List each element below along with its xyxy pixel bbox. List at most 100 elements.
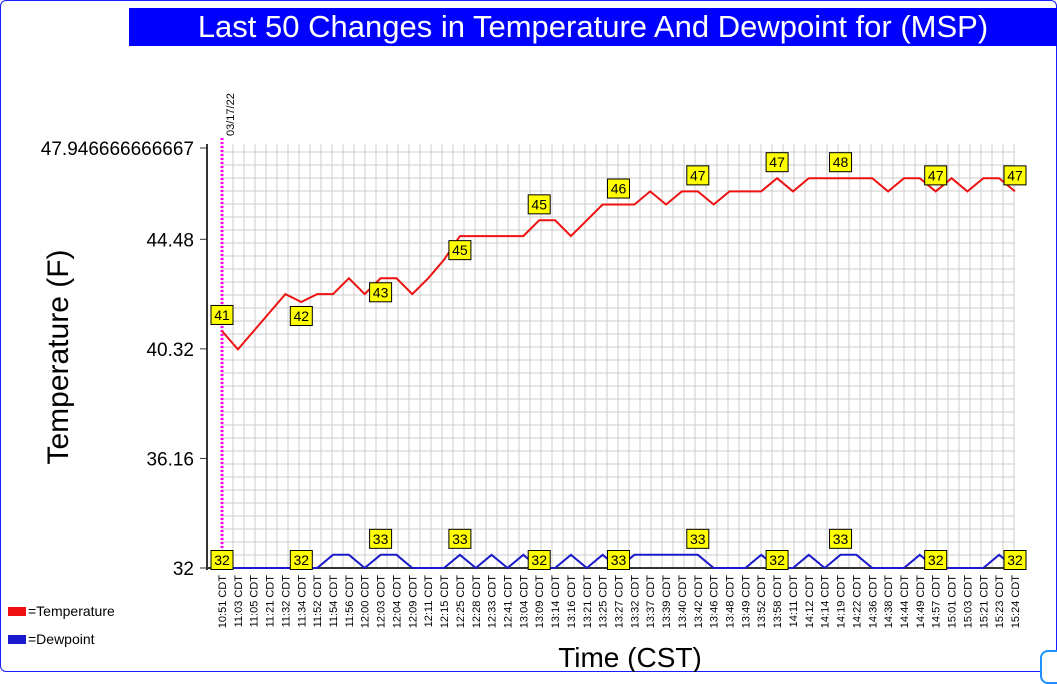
x-tick-label: 15:01 CDT bbox=[947, 575, 959, 628]
data-label-box bbox=[1003, 165, 1027, 186]
data-label-box bbox=[829, 152, 853, 173]
x-tick-label: 11:54 CDT bbox=[328, 575, 340, 628]
x-tick-label: 12:03 CDT bbox=[376, 575, 388, 628]
x-tick-label: 11:34 CDT bbox=[296, 575, 308, 628]
x-tick-label: 13:46 CDT bbox=[709, 575, 721, 628]
data-label: 43 bbox=[373, 284, 389, 300]
data-label-box bbox=[448, 240, 472, 261]
corner-widget[interactable] bbox=[1040, 650, 1057, 684]
data-label-box bbox=[765, 550, 789, 570]
data-label-box bbox=[924, 550, 948, 570]
axes bbox=[206, 144, 1015, 570]
x-tick-label: 14:57 CDT bbox=[931, 575, 943, 628]
x-tick-label: 11:21 CDT bbox=[265, 575, 277, 628]
data-label: 45 bbox=[452, 242, 468, 258]
legend-dewpoint: =Dewpoint bbox=[8, 631, 95, 647]
data-label-box bbox=[765, 152, 789, 173]
x-tick-label: 12:11 CDT bbox=[423, 575, 435, 628]
x-tick-label: 14:11 CDT bbox=[788, 575, 800, 628]
x-tick-label: 13:32 CDT bbox=[629, 575, 641, 628]
data-label-box bbox=[210, 550, 234, 570]
x-tick-label: 11:52 CDT bbox=[312, 575, 324, 628]
x-tick-label: 14:44 CDT bbox=[899, 575, 911, 628]
series-line-temperature bbox=[221, 176, 1016, 351]
x-tick-label: 12:15 CDT bbox=[439, 575, 451, 628]
x-tick-label: 12:04 CDT bbox=[391, 575, 403, 628]
data-label-box bbox=[607, 550, 630, 570]
y-tick-label: 32 bbox=[173, 559, 194, 580]
x-tick-label: 13:04 CDT bbox=[518, 575, 530, 628]
legend-temperature: =Temperature bbox=[8, 603, 115, 619]
data-label: 33 bbox=[690, 531, 706, 547]
data-label: 33 bbox=[373, 531, 389, 547]
legend-label-temperature: =Temperature bbox=[28, 603, 115, 619]
data-label: 32 bbox=[531, 552, 547, 568]
x-tick-label: 13:21 CDT bbox=[582, 575, 594, 628]
x-tick-label: 13:09 CDT bbox=[534, 575, 546, 628]
data-labels: 41 42 43 45 45 46 47 47 48 47 47 32 32 33 33 32 33 33 32 33… bbox=[210, 152, 1027, 570]
data-label: 33 bbox=[833, 531, 849, 547]
data-label: 33 bbox=[611, 552, 627, 568]
data-label-box bbox=[289, 305, 313, 326]
x-tick-label: 14:14 CDT bbox=[820, 575, 832, 628]
x-tick-label: 12:28 CDT bbox=[471, 575, 483, 628]
legend-swatch-temperature bbox=[8, 606, 26, 616]
x-tick-label: 13:16 CDT bbox=[566, 575, 578, 628]
data-label-box bbox=[686, 528, 710, 549]
data-label: 47 bbox=[928, 167, 944, 183]
x-ticks: 10:51 CDT 11:03 CDT 11:05 CDT 11:21 CDT 11:3… bbox=[217, 575, 1022, 628]
x-tick-label: 14:49 CDT bbox=[915, 575, 927, 628]
data-label-box bbox=[607, 178, 630, 199]
data-label: 32 bbox=[1007, 552, 1023, 568]
data-label-box bbox=[210, 304, 234, 325]
data-label: 47 bbox=[769, 154, 785, 170]
data-label: 45 bbox=[531, 196, 547, 212]
data-label: 32 bbox=[214, 552, 230, 568]
data-label: 32 bbox=[294, 552, 310, 568]
data-label: 47 bbox=[1007, 167, 1023, 183]
x-tick-label: 12:33 CDT bbox=[487, 575, 499, 628]
x-tick-label: 12:00 CDT bbox=[360, 575, 372, 628]
data-label-box bbox=[527, 550, 551, 570]
y-tick-label: 47.946666666667 bbox=[41, 139, 194, 160]
x-tick-label: 11:56 CDT bbox=[344, 575, 356, 628]
data-label-box bbox=[829, 528, 853, 549]
x-tick-label: 12:25 CDT bbox=[455, 575, 467, 628]
data-label-box bbox=[369, 528, 393, 549]
x-tick-label: 13:48 CDT bbox=[725, 575, 737, 628]
x-tick-label: 12:41 CDT bbox=[502, 575, 514, 628]
y-ticks: 32 36.16 40.32 44.48 47.946666666667 bbox=[41, 139, 207, 580]
grid bbox=[221, 144, 1015, 569]
x-tick-label: 14:19 CDT bbox=[836, 575, 848, 628]
x-tick-label: 11:32 CDT bbox=[280, 575, 292, 628]
data-label: 33 bbox=[452, 531, 468, 547]
x-tick-label: 13:58 CDT bbox=[772, 575, 784, 628]
x-tick-label: 14:36 CDT bbox=[867, 575, 879, 628]
x-tick-label: 12:09 CDT bbox=[407, 575, 419, 628]
x-tick-label: 14:12 CDT bbox=[804, 575, 816, 628]
x-tick-label: 13:14 CDT bbox=[550, 575, 562, 628]
x-tick-label: 11:03 CDT bbox=[233, 575, 245, 628]
x-tick-label: 15:24 CDT bbox=[1010, 575, 1022, 628]
x-tick-label: 11:05 CDT bbox=[249, 575, 261, 628]
data-label: 41 bbox=[214, 307, 230, 323]
data-label-box bbox=[924, 165, 948, 186]
x-tick-label: 10:51 CDT bbox=[217, 575, 229, 628]
data-label-box bbox=[289, 550, 313, 570]
x-tick-label: 13:27 CDT bbox=[614, 575, 626, 628]
legend-label-dewpoint: =Dewpoint bbox=[28, 631, 95, 647]
x-tick-label: 13:49 CDT bbox=[740, 575, 752, 628]
x-tick-label: 14:22 CDT bbox=[851, 575, 863, 628]
data-label: 46 bbox=[611, 181, 627, 197]
x-tick-label: 15:21 CDT bbox=[978, 575, 990, 628]
x-axis-label: Time (CST) bbox=[558, 642, 702, 672]
date-marker-label: 03/17/22 bbox=[225, 93, 237, 136]
data-label: 32 bbox=[769, 552, 785, 568]
data-label-box bbox=[369, 282, 393, 303]
data-label-box bbox=[448, 528, 472, 549]
data-label-box bbox=[1003, 550, 1027, 570]
y-tick-label: 44.48 bbox=[146, 230, 194, 251]
legend-swatch-dewpoint bbox=[8, 634, 26, 644]
data-label: 32 bbox=[928, 552, 944, 568]
